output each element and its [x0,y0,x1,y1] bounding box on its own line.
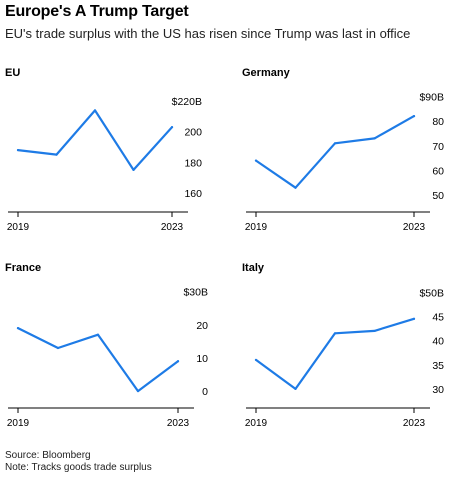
figure-title: Europe's A Trump Target [5,3,189,20]
data-point [333,142,337,145]
data-point [93,109,97,112]
chart-panel-italy: Italy 2019 2023 $50B 45 40 35 30 [242,262,444,429]
y-tick-label: 80 [432,116,444,128]
series-line [254,114,416,189]
figure-subtitle: EU's trade surplus with the US has risen… [5,26,411,41]
y-tick-label: 20 [196,320,208,332]
data-point [373,137,376,140]
y-tick-label: 0 [202,386,208,398]
data-point [333,332,337,335]
y-tick-label: 60 [432,165,444,177]
x-tick-label: 2019 [245,222,268,233]
x-tick-label: 2019 [7,418,30,429]
y-tick-label: 45 [432,311,444,323]
y-tick-label: 180 [184,157,202,169]
data-point [176,360,180,363]
panel-title: France [5,262,41,274]
y-tick-label: 160 [184,188,202,200]
data-point [412,115,416,118]
panel-title: EU [5,67,20,79]
series-line [16,327,180,393]
chart-panel-germany: Germany 2019 2023 $90B 80 70 60 50 [242,67,444,233]
y-tick-label: $50B [419,287,444,299]
panel-title: Germany [242,67,291,79]
data-point [254,159,258,162]
x-tick-label: 2019 [7,222,30,233]
data-point [373,329,376,333]
x-tick-label: 2023 [403,418,426,429]
y-tick-label: 30 [432,384,444,396]
y-tick-label: 200 [184,127,202,139]
series-line [254,317,416,390]
x-tick-label: 2023 [403,222,426,233]
y-tick-label: $90B [419,91,444,103]
footnote: Note: Tracks goods trade surplus [5,462,152,473]
data-point [96,333,100,336]
data-point [170,126,174,129]
data-point [412,317,416,320]
y-tick-label: $30B [183,287,208,299]
y-tick-label: 10 [196,353,208,365]
data-point [294,186,297,189]
y-tick-label: 70 [432,141,444,153]
data-point [132,168,135,171]
x-tick-label: 2023 [167,418,190,429]
data-point [55,153,58,156]
y-tick-label: $220B [172,96,202,108]
data-point [254,358,258,362]
x-tick-label: 2019 [245,418,268,429]
data-point [294,387,297,391]
y-tick-label: 35 [432,360,444,372]
x-tick-label: 2023 [161,222,184,233]
data-point [16,326,20,330]
y-tick-label: 50 [432,190,444,202]
data-point [16,148,20,152]
y-tick-label: 40 [432,336,444,348]
chart-panel-france: France 2019 2023 $30B 20 10 0 [5,262,208,429]
data-point [56,346,60,350]
series-line [16,109,174,171]
chart-panel-eu: EU 2019 2023 $220B 200 180 160 [5,67,202,233]
data-point [136,389,140,393]
panel-title: Italy [242,262,265,274]
source-note: Source: Bloomberg [5,450,91,461]
